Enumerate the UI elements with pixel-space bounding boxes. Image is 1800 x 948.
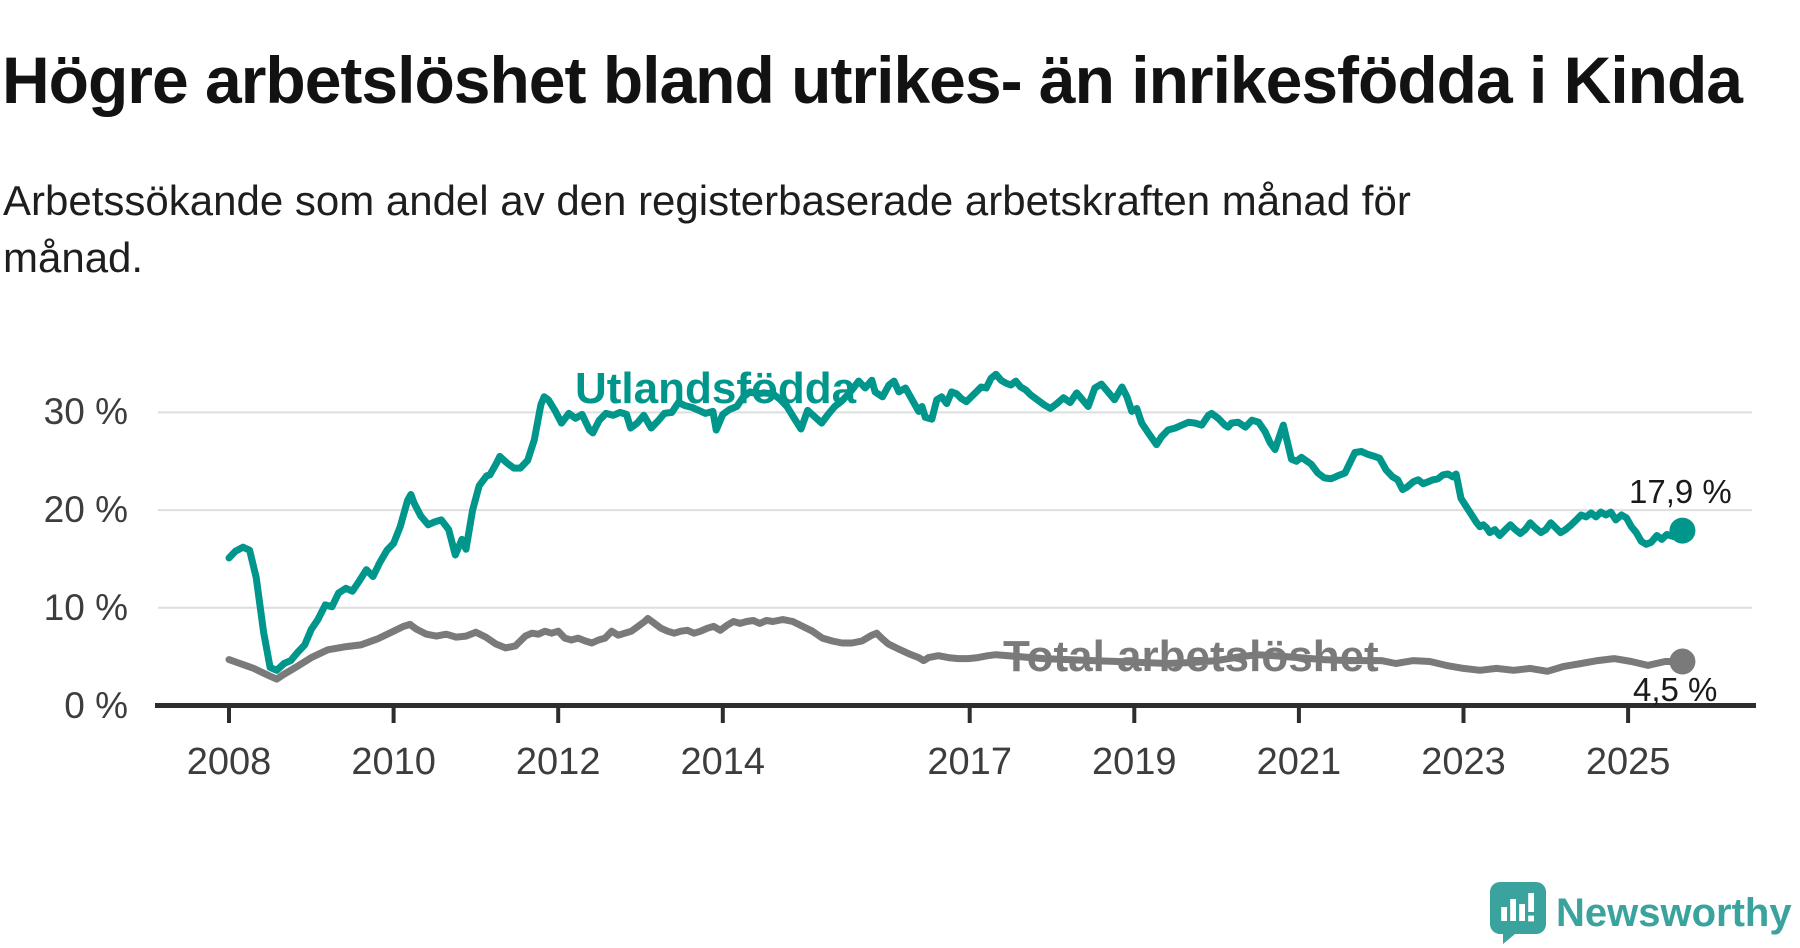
endpoint-dot-series-1: [1669, 648, 1696, 675]
x-tick-label-2010: 2010: [351, 741, 436, 783]
page-subtitle: Arbetssökande som andel av den registerb…: [3, 177, 1411, 282]
x-tick-label-2023: 2023: [1421, 741, 1506, 783]
y-tick-label-20: 20 %: [43, 489, 128, 531]
x-tick-label-2008: 2008: [186, 741, 272, 783]
y-tick-label-0: 0 %: [64, 684, 128, 726]
series-label-total-arbetsloshet: Total arbetslöshet: [1003, 632, 1379, 681]
line-series-1: [225, 615, 1686, 683]
page-title: Högre arbetslöshet bland utrikes- än inr…: [2, 43, 1743, 118]
x-tick-label-2019: 2019: [1092, 741, 1177, 783]
end-value-label-total: 4,5 %: [1633, 671, 1718, 708]
x-tick-label-2021: 2021: [1256, 741, 1342, 783]
newsworthy-wordmark: Newsworthy: [1556, 891, 1792, 935]
y-tick-label-30: 30 %: [43, 391, 128, 433]
series-label-utlandsfodda: Utlandsfödda: [575, 364, 857, 413]
newsworthy-logo: Newsworthy: [1490, 882, 1792, 944]
x-tick-label-2025: 2025: [1585, 741, 1671, 783]
x-tick-label-2017: 2017: [927, 741, 1012, 783]
y-tick-label-10: 10 %: [43, 586, 128, 628]
line-series-0: [225, 370, 1686, 674]
end-value-label-utlandsfodda: 17,9 %: [1629, 473, 1732, 510]
newsworthy-bubble-icon: [1490, 882, 1546, 944]
x-tick-label-2012: 2012: [515, 741, 601, 783]
x-tick-label-2014: 2014: [680, 741, 766, 783]
endpoint-dot-series-0: [1669, 517, 1696, 544]
